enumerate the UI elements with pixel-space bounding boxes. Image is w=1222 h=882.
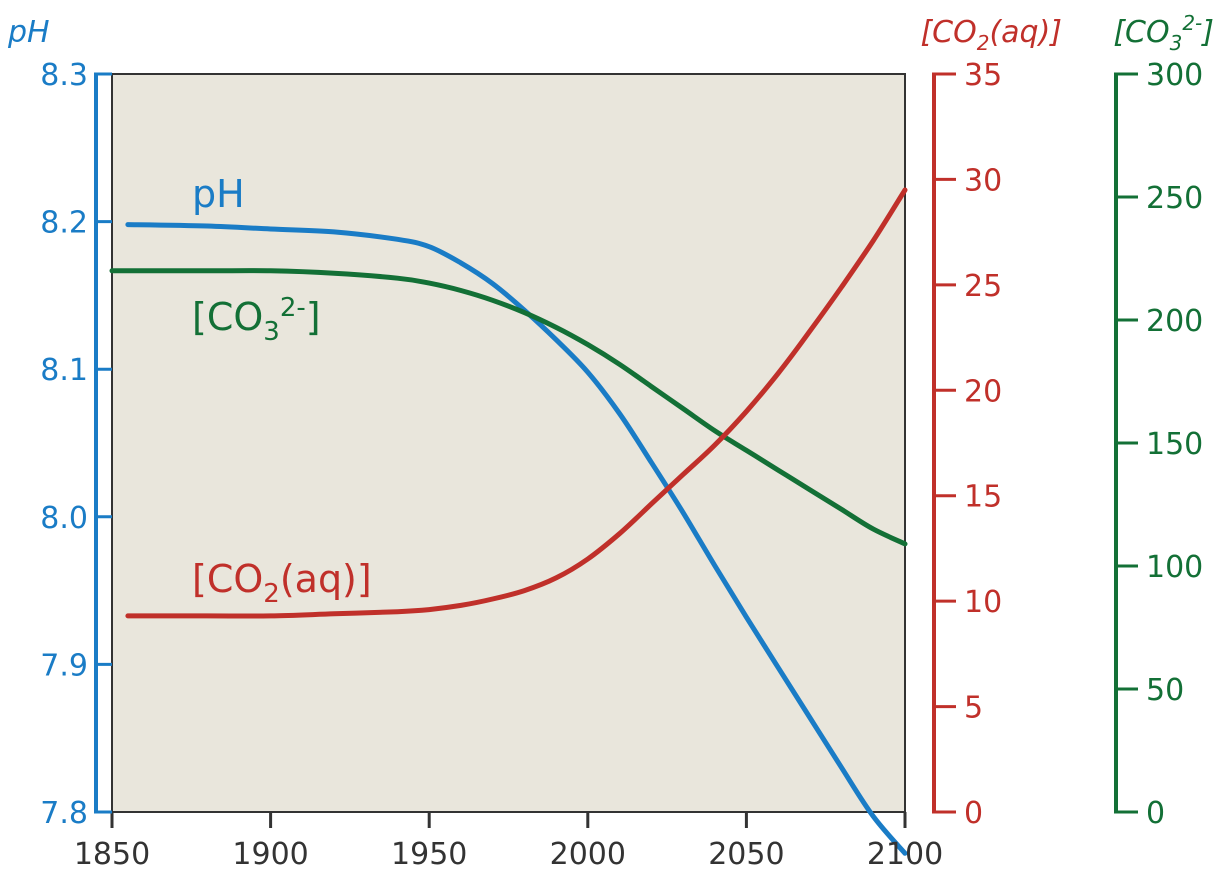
co3-tick-label: 0 (1146, 796, 1165, 831)
series-labels: pH [CO32-] [CO2(aq)] (192, 172, 372, 609)
ph-tick-label: 7.8 (40, 796, 88, 831)
co2-tick-label: 15 (964, 480, 1002, 515)
co3-axis: 0 50 100 150 200 250 300 (1114, 58, 1203, 831)
co2-axis-title: [CO2(aq)] (920, 15, 1062, 55)
co3-tick-label: 100 (1146, 550, 1203, 585)
co3-line (109, 268, 908, 547)
plot-area (111, 73, 906, 813)
co2-tick-label: 35 (964, 58, 1002, 93)
ph-tick-label: 8.0 (40, 501, 88, 536)
co2-series-label: [CO2(aq)] (192, 557, 372, 609)
x-tick-label: 2100 (867, 837, 943, 872)
axis-titles: pH [CO2(aq)] [CO32-] (7, 11, 1214, 55)
co3-tick-label: 200 (1146, 304, 1203, 339)
co2-line (125, 187, 908, 619)
ph-axis: 7.8 7.9 8.0 8.1 8.2 8.3 (40, 58, 112, 831)
series-layer (109, 187, 908, 856)
co2-axis: 0 5 10 15 20 25 30 35 (932, 58, 1002, 831)
ph-tick-label: 7.9 (40, 648, 88, 683)
ph-axis-title: pH (7, 15, 50, 50)
x-tick-label: 1900 (232, 837, 308, 872)
co2-tick-label: 20 (964, 374, 1002, 409)
co2-tick-label: 5 (964, 691, 983, 726)
co2-tick-label: 10 (964, 585, 1002, 620)
co2-tick-label: 30 (964, 163, 1002, 198)
co3-tick-label: 150 (1146, 427, 1203, 462)
x-tick-label: 1950 (391, 837, 467, 872)
co2-tick-label: 25 (964, 269, 1002, 304)
ph-tick-label: 8.1 (40, 353, 88, 388)
ph-tick-label: 8.3 (40, 58, 88, 93)
co2-tick-label: 0 (964, 796, 983, 831)
x-axis: 1850 1900 1950 2000 2050 2100 (74, 812, 943, 872)
co3-axis-title: [CO32-] (1113, 11, 1214, 55)
ph-line (125, 222, 908, 856)
co3-tick-label: 50 (1146, 673, 1184, 708)
co3-tick-label: 300 (1146, 58, 1203, 93)
co3-series-label: [CO32-] (192, 293, 321, 347)
co3-tick-label: 250 (1146, 181, 1203, 216)
x-tick-label: 2000 (550, 837, 626, 872)
x-tick-label: 2050 (708, 837, 784, 872)
ph-series-label: pH (192, 172, 245, 216)
ph-tick-label: 8.2 (40, 206, 88, 241)
x-tick-label: 1850 (74, 837, 150, 872)
